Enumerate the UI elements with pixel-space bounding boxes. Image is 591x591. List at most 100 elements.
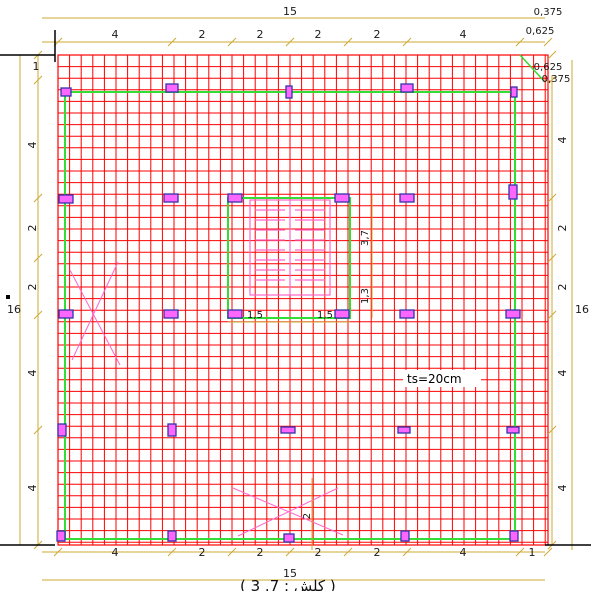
bottom-dim-span: 2 bbox=[315, 546, 322, 559]
left-dim-span: 4 bbox=[26, 370, 39, 377]
right-dim-total: 16 bbox=[575, 303, 589, 316]
stair-dim-vertical: 1,3 bbox=[360, 288, 371, 304]
column bbox=[227, 193, 243, 203]
bottom-dim-span: 1 bbox=[529, 546, 536, 559]
column bbox=[510, 86, 518, 98]
cross-line-b bbox=[71, 261, 119, 361]
dim-tick bbox=[547, 50, 557, 60]
column bbox=[60, 87, 72, 97]
right-dim-span: 4 bbox=[556, 370, 569, 377]
left-marker bbox=[6, 295, 10, 299]
dimension-lines bbox=[19, 17, 573, 581]
slab-reinforcement-grid bbox=[57, 54, 549, 546]
column bbox=[285, 85, 293, 99]
top-dim-span: 2 bbox=[199, 28, 206, 41]
stair-dim-vertical: 3,7 bbox=[360, 230, 371, 246]
top-dim-span: 2 bbox=[315, 28, 322, 41]
dim-tick bbox=[547, 75, 557, 85]
corner-chamfer bbox=[519, 54, 546, 83]
dimension-ticks bbox=[33, 37, 557, 557]
dim-tick bbox=[285, 547, 295, 557]
top-dim-span: 2 bbox=[257, 28, 264, 41]
stair-dim-horizontal: 1,5 bbox=[317, 310, 333, 321]
slab-note-box bbox=[403, 370, 481, 387]
dim-tick bbox=[543, 37, 553, 47]
left-dim-span: 4 bbox=[26, 485, 39, 492]
top-dim-span: 4 bbox=[112, 28, 119, 41]
bottom-dim-span: 2 bbox=[199, 546, 206, 559]
dim-tick bbox=[33, 425, 43, 435]
dim-tick bbox=[547, 193, 557, 203]
stair-core-beam bbox=[227, 197, 351, 319]
column bbox=[58, 309, 74, 319]
bottom-dim-span: 2 bbox=[257, 546, 264, 559]
columns bbox=[56, 83, 521, 543]
corner-dim: 0,375 bbox=[542, 74, 571, 85]
dim-tick bbox=[227, 37, 237, 47]
stair-treads bbox=[255, 209, 325, 281]
left-dim-span: 1 bbox=[33, 60, 40, 73]
corner-dim: 0,625 bbox=[526, 26, 555, 37]
dim-tick bbox=[33, 75, 43, 85]
bottom-dim-span: 4 bbox=[460, 546, 467, 559]
column bbox=[334, 309, 350, 319]
column bbox=[400, 530, 410, 542]
column bbox=[334, 193, 350, 203]
bottom-opening-dim: 2 bbox=[302, 513, 313, 519]
right-dim-span: 2 bbox=[556, 225, 569, 232]
corner-dim: 0,375 bbox=[534, 7, 563, 18]
column bbox=[508, 184, 518, 200]
dim-tick bbox=[33, 193, 43, 203]
bottom-dim-total: 15 bbox=[283, 567, 297, 580]
dim-tick bbox=[547, 310, 557, 320]
top-dim-span: 2 bbox=[374, 28, 381, 41]
right-dim-span: 4 bbox=[556, 485, 569, 492]
dim-tick bbox=[33, 310, 43, 320]
dim-tick bbox=[515, 547, 525, 557]
column bbox=[400, 83, 414, 93]
column bbox=[280, 426, 296, 434]
dim-tick bbox=[343, 37, 353, 47]
column bbox=[58, 194, 74, 204]
left-dim-span: 2 bbox=[26, 225, 39, 232]
column bbox=[397, 426, 411, 434]
dim-tick bbox=[167, 547, 177, 557]
dim-tick bbox=[227, 547, 237, 557]
dim-tick bbox=[53, 547, 63, 557]
stair-dim-horizontal: 1,5 bbox=[247, 310, 263, 321]
left-dim-total: 16 bbox=[7, 303, 21, 316]
column bbox=[167, 530, 177, 542]
bottom-dim-span: 2 bbox=[374, 546, 381, 559]
left-dim-span: 4 bbox=[26, 142, 39, 149]
cross-line-a bbox=[69, 269, 121, 366]
stair-opening bbox=[249, 199, 331, 296]
column bbox=[167, 423, 177, 437]
column bbox=[163, 309, 179, 319]
dim-tick bbox=[547, 253, 557, 263]
column bbox=[399, 193, 415, 203]
dim-tick bbox=[402, 37, 412, 47]
dim-tick bbox=[402, 547, 412, 557]
dim-tick bbox=[343, 547, 353, 557]
column bbox=[399, 309, 415, 319]
bottom-opening-cross bbox=[232, 487, 344, 537]
left-dim-span: 2 bbox=[26, 284, 39, 291]
column bbox=[227, 309, 243, 319]
cross-line-d bbox=[237, 487, 339, 537]
dim-tick bbox=[285, 37, 295, 47]
dim-tick bbox=[167, 37, 177, 47]
column bbox=[165, 83, 179, 93]
dim-tick bbox=[33, 253, 43, 263]
left-opening-cross bbox=[69, 261, 121, 366]
column bbox=[283, 533, 295, 543]
dim-tick bbox=[547, 425, 557, 435]
column bbox=[509, 530, 519, 542]
column bbox=[56, 530, 66, 542]
column bbox=[505, 309, 521, 319]
column bbox=[506, 426, 520, 434]
right-dim-span: 2 bbox=[556, 284, 569, 291]
grid-border bbox=[57, 54, 549, 546]
dim-tick bbox=[543, 547, 553, 557]
